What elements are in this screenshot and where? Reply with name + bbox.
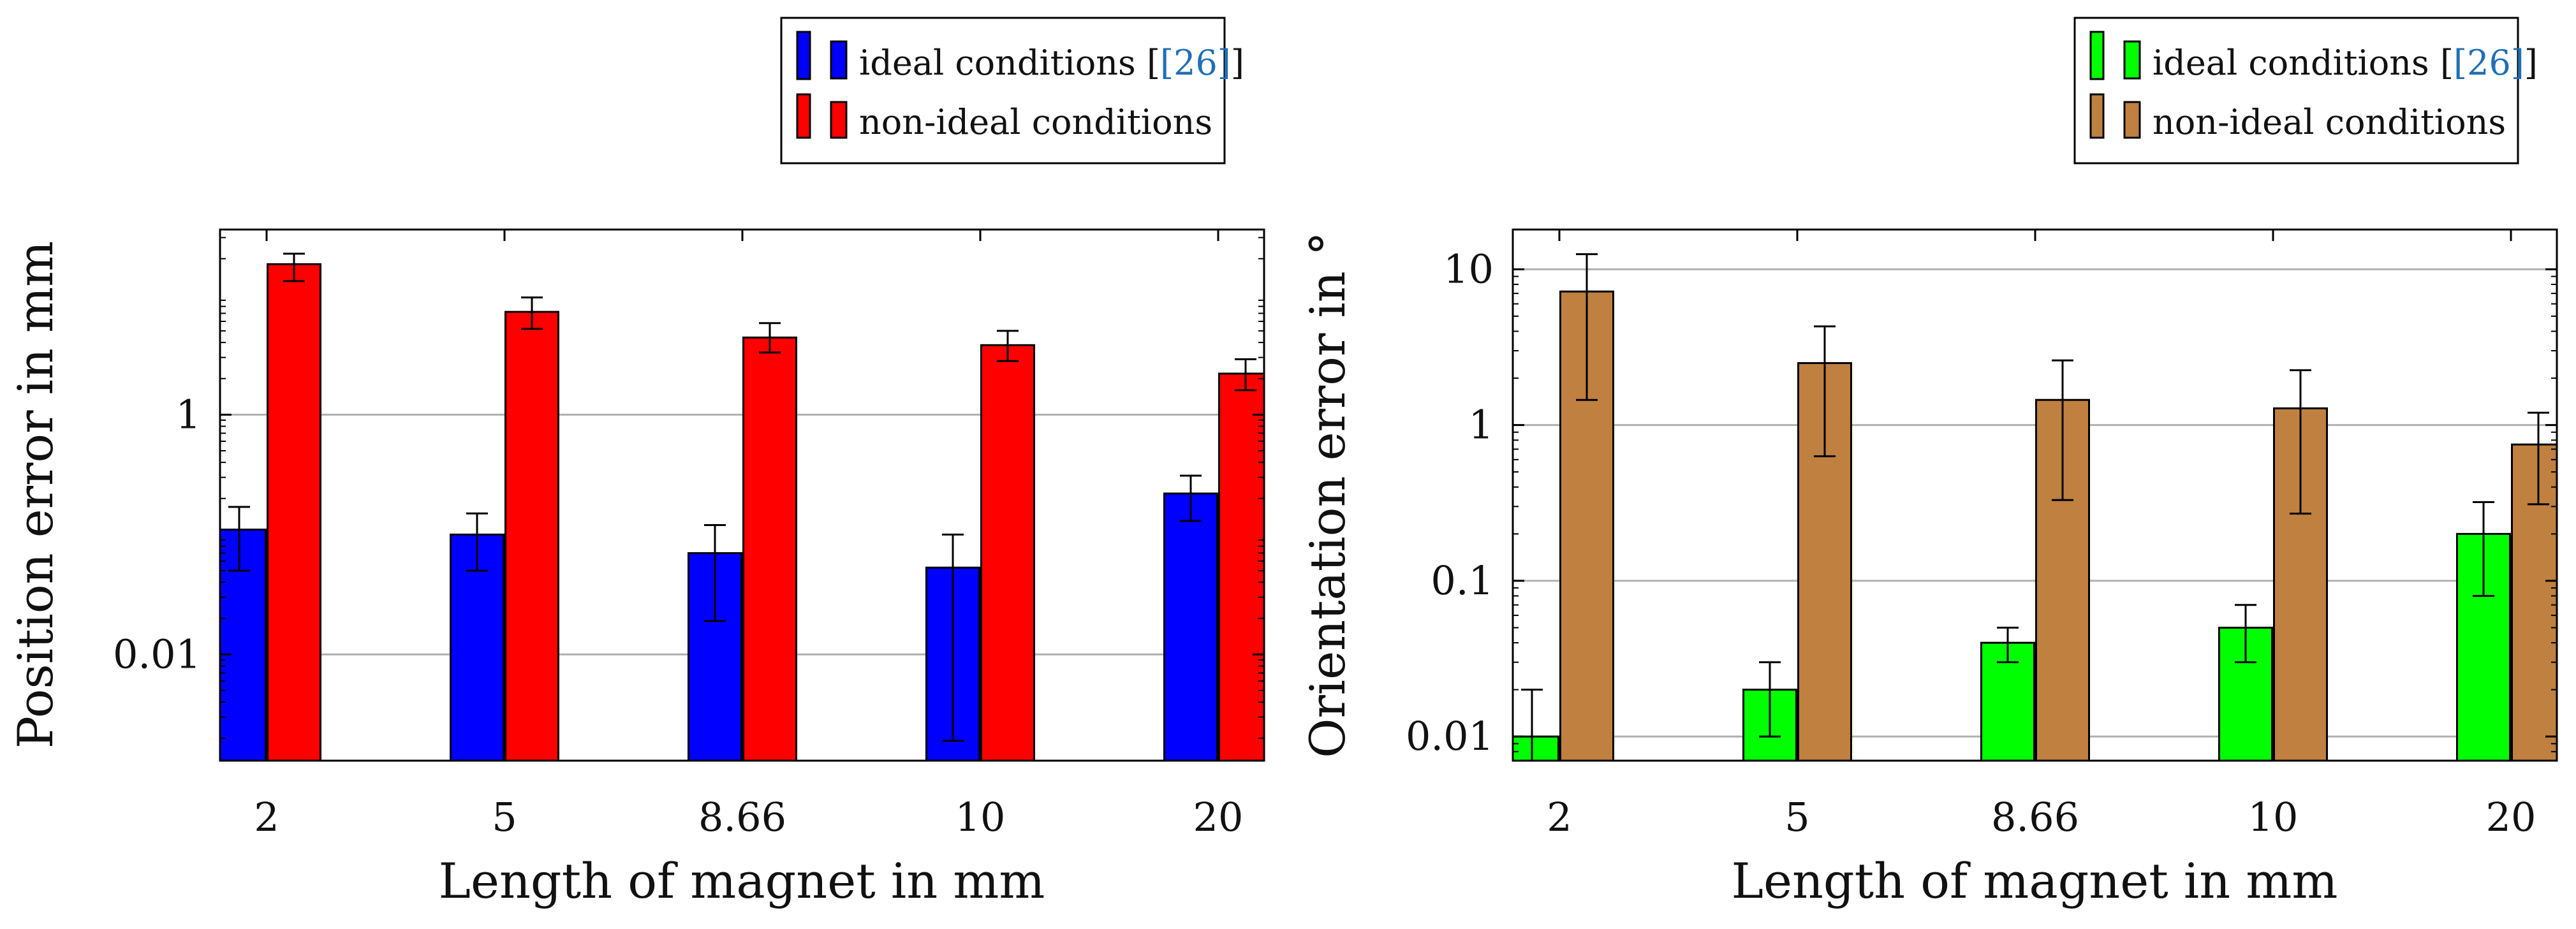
y-tick-labels: 0.01 0.1 1 10: [1406, 245, 1494, 759]
legend-label-nonideal: non-ideal conditions: [2153, 102, 2506, 142]
bars: [1512, 290, 2558, 762]
legend-label-nonideal: non-ideal conditions: [859, 102, 1212, 142]
bar-nonideal-8.66: [742, 336, 797, 762]
x-tick-labels: 2 5 8.66 10 20: [254, 794, 1243, 840]
y-axis-label: Orientation error in °: [1299, 231, 1356, 758]
x-tick-label: 10: [955, 794, 1006, 840]
bar-nonideal-20: [2511, 443, 2558, 762]
y-tick-labels: 0.01 1: [113, 391, 201, 677]
error-bar: [1759, 661, 1781, 738]
legend-swatch-ideal-1: [2089, 31, 2105, 80]
x-tick-label: 20: [1193, 794, 1244, 840]
y-tick-label: 0.1: [1431, 557, 1494, 604]
error-bar: [466, 512, 488, 572]
error-bar: [228, 506, 250, 572]
legend-citation-link[interactable]: [26]: [2454, 43, 2524, 83]
error-bar: [2052, 359, 2073, 501]
legend-swatch-ideal-1: [796, 31, 811, 80]
error-bar: [942, 533, 964, 742]
error-bar: [1576, 253, 1598, 401]
x-tick-label: 2: [1547, 794, 1571, 840]
error-bar: [1814, 325, 1836, 458]
bar-nonideal-20: [1218, 372, 1265, 762]
bar-ideal-20: [1163, 492, 1218, 762]
legend-swatch-ideal-2: [2123, 40, 2141, 80]
chart-orientation-error: ideal conditions [[26]] non-ideal condit…: [1299, 17, 2558, 909]
legend-swatch-nonideal-1: [2089, 93, 2105, 139]
bar-nonideal-10: [980, 344, 1035, 762]
legend-swatch-nonideal-2: [830, 101, 848, 139]
legend-box: [780, 17, 1226, 165]
y-tick-label: 0.01: [1406, 713, 1494, 759]
error-bar: [283, 252, 305, 282]
error-bar: [1235, 358, 1256, 391]
legend-citation-link[interactable]: [26]: [1160, 43, 1231, 83]
bar-ideal-2: [1512, 735, 1559, 762]
x-axis-label: Length of magnet in mm: [439, 852, 1045, 909]
x-tick-labels: 2 5 8.66 10 20: [1547, 794, 2536, 840]
legend-swatch-nonideal-1: [796, 93, 811, 139]
error-bar: [521, 296, 543, 330]
bar-nonideal-5: [504, 311, 559, 762]
plot-frame: [219, 228, 1265, 762]
legend-swatch-nonideal-2: [2123, 101, 2141, 139]
y-tick-label: 0.01: [113, 631, 201, 677]
y-tick-label: 1: [176, 391, 201, 437]
x-tick-label: 2: [254, 794, 279, 840]
x-axis-label: Length of magnet in mm: [1732, 852, 2338, 909]
chart-position-error: ideal conditions [[26]] non-ideal condit…: [7, 17, 1265, 909]
y-axis-label: Position error in mm: [7, 241, 64, 749]
bars: [219, 263, 1265, 762]
error-bar: [2290, 369, 2311, 515]
y-tick-label: 10: [1443, 245, 1494, 292]
x-tick-label: 8.66: [1991, 794, 2079, 840]
y-tick-label: 1: [1469, 402, 1494, 448]
error-bar: [759, 322, 781, 354]
error-bars: [228, 252, 1256, 742]
legend-label-ideal: ideal conditions [[26]]: [859, 43, 1244, 83]
error-bar: [2528, 411, 2549, 506]
legend-label-ideal: ideal conditions [[26]]: [2153, 43, 2538, 83]
error-bar: [2473, 501, 2494, 597]
error-bar: [1997, 626, 2019, 664]
bar-ideal-2: [219, 529, 267, 762]
error-bar: [2235, 604, 2256, 664]
x-tick-label: 5: [492, 794, 517, 840]
x-tick-label: 20: [2486, 794, 2536, 840]
legend-swatch-ideal-2: [830, 40, 848, 80]
x-tick-label: 10: [2248, 794, 2299, 840]
plot-frame: [1512, 228, 2558, 762]
error-bar: [997, 330, 1019, 362]
legend-box: [2073, 17, 2519, 165]
x-tick-label: 8.66: [698, 794, 786, 840]
error-bar: [1180, 474, 1202, 522]
bar-nonideal-2: [267, 263, 321, 762]
x-tick-label: 5: [1785, 794, 1809, 840]
error-bar: [704, 523, 726, 622]
